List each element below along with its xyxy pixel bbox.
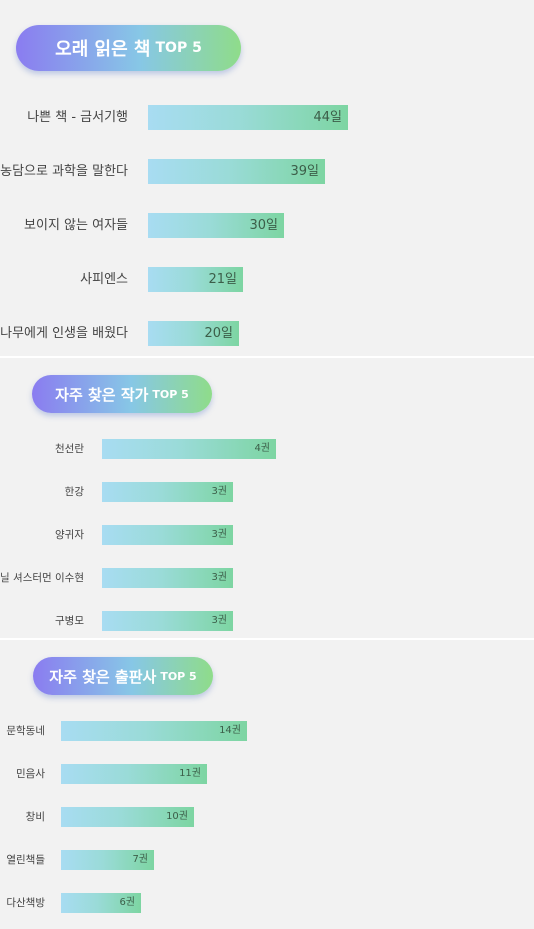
bar-row: 닐 셔스터먼 이수현 3권 — [0, 568, 534, 588]
bar-row: 열린책들 7권 — [0, 850, 534, 870]
bar-row: 사피엔스 21일 — [0, 266, 534, 292]
bar-문학동네 — [61, 721, 247, 741]
value-label: 10권 — [166, 811, 188, 822]
bar-사피엔스 — [148, 266, 243, 292]
category-label: 는 나무에게 인생을 배웠다 — [0, 325, 128, 341]
bar-row: 구병모 3권 — [0, 611, 534, 631]
bar-row: 다산책방 6권 — [0, 893, 534, 913]
bar-row: 양귀자 3권 — [0, 525, 534, 545]
section-divider — [0, 638, 534, 640]
bar-한강 — [102, 482, 233, 502]
chart-title-badge: 자주 찾은 출판사 TOP 5 — [33, 657, 213, 695]
bar-닐-셔스터먼-이수현 — [102, 568, 233, 588]
bar-row: 창비 10권 — [0, 807, 534, 827]
value-label: 14권 — [219, 725, 241, 736]
bar-창비 — [61, 807, 194, 827]
category-label: 는 농담으로 과학을 말한다 — [0, 163, 128, 179]
category-label: 한강 — [64, 486, 84, 498]
bar-나는-나무에게-인생을-배웠다 — [148, 320, 239, 346]
chart-title: 자주 찾은 작가 — [55, 385, 149, 404]
chart-title: 오래 읽은 책 — [55, 39, 151, 60]
category-label: 열린책들 — [6, 854, 45, 866]
category-label: 천선란 — [55, 443, 84, 455]
category-label: 나쁜 책 - 금서기행 — [27, 109, 128, 125]
bar-양귀자 — [102, 525, 233, 545]
chart-title: 자주 찾은 출판사 — [49, 667, 157, 686]
value-label: 6권 — [119, 897, 135, 908]
category-label: 구병모 — [55, 615, 84, 627]
bar-row: 나쁜 책 - 금서기행 44일 — [0, 104, 534, 130]
value-label: 20일 — [204, 325, 233, 341]
value-label: 30일 — [249, 217, 278, 233]
value-label: 7권 — [132, 854, 148, 865]
bar-구병모 — [102, 611, 233, 631]
bar-row: 천선란 4권 — [0, 439, 534, 459]
value-label: 44일 — [313, 109, 342, 125]
chart-title-suffix: TOP 5 — [155, 40, 202, 56]
category-label: 문학동네 — [6, 725, 45, 737]
value-label: 3권 — [211, 486, 227, 497]
bar-나쁜-책---금서기행 — [148, 104, 348, 130]
value-label: 3권 — [211, 572, 227, 583]
bar-열린책들 — [61, 850, 154, 870]
bar-row: 는 나무에게 인생을 배웠다 20일 — [0, 320, 534, 346]
category-label: 창비 — [25, 811, 45, 823]
value-label: 21일 — [208, 271, 237, 287]
bar-row: 민음사 11권 — [0, 764, 534, 784]
value-label: 3권 — [211, 529, 227, 540]
bar-천선란 — [102, 439, 276, 459]
bar-만약-고교야구-여자-매니저가-피터-드러커를-읽는다면-농담으로-과학을-말한다 — [148, 158, 325, 184]
bar-row: 문학동네 14권 — [0, 721, 534, 741]
chart-title-suffix: TOP 5 — [152, 387, 189, 401]
category-label: 보이지 않는 여자들 — [24, 217, 128, 233]
bar-row: 한강 3권 — [0, 482, 534, 502]
chart-title-suffix: TOP 5 — [160, 669, 197, 683]
category-label: 양귀자 — [55, 529, 84, 541]
bar-민음사 — [61, 764, 207, 784]
value-label: 39일 — [290, 163, 319, 179]
value-label: 11권 — [179, 768, 201, 779]
value-label: 4권 — [254, 443, 270, 454]
category-label: 다산책방 — [6, 897, 45, 909]
category-label: 민음사 — [16, 768, 45, 780]
bar-보이지-않는-여자들 — [148, 212, 284, 238]
category-label: 사피엔스 — [80, 271, 128, 287]
chart-title-badge: 자주 찾은 작가 TOP 5 — [32, 375, 212, 413]
value-label: 3권 — [211, 615, 227, 626]
category-label: 닐 셔스터먼 이수현 — [0, 572, 84, 584]
chart-title-badge: 오래 읽은 책 TOP 5 — [16, 25, 241, 71]
section-divider — [0, 356, 534, 358]
bar-row: 는 농담으로 과학을 말한다 39일 — [0, 158, 534, 184]
bar-row: 보이지 않는 여자들 30일 — [0, 212, 534, 238]
bar-다산책방 — [61, 893, 141, 913]
